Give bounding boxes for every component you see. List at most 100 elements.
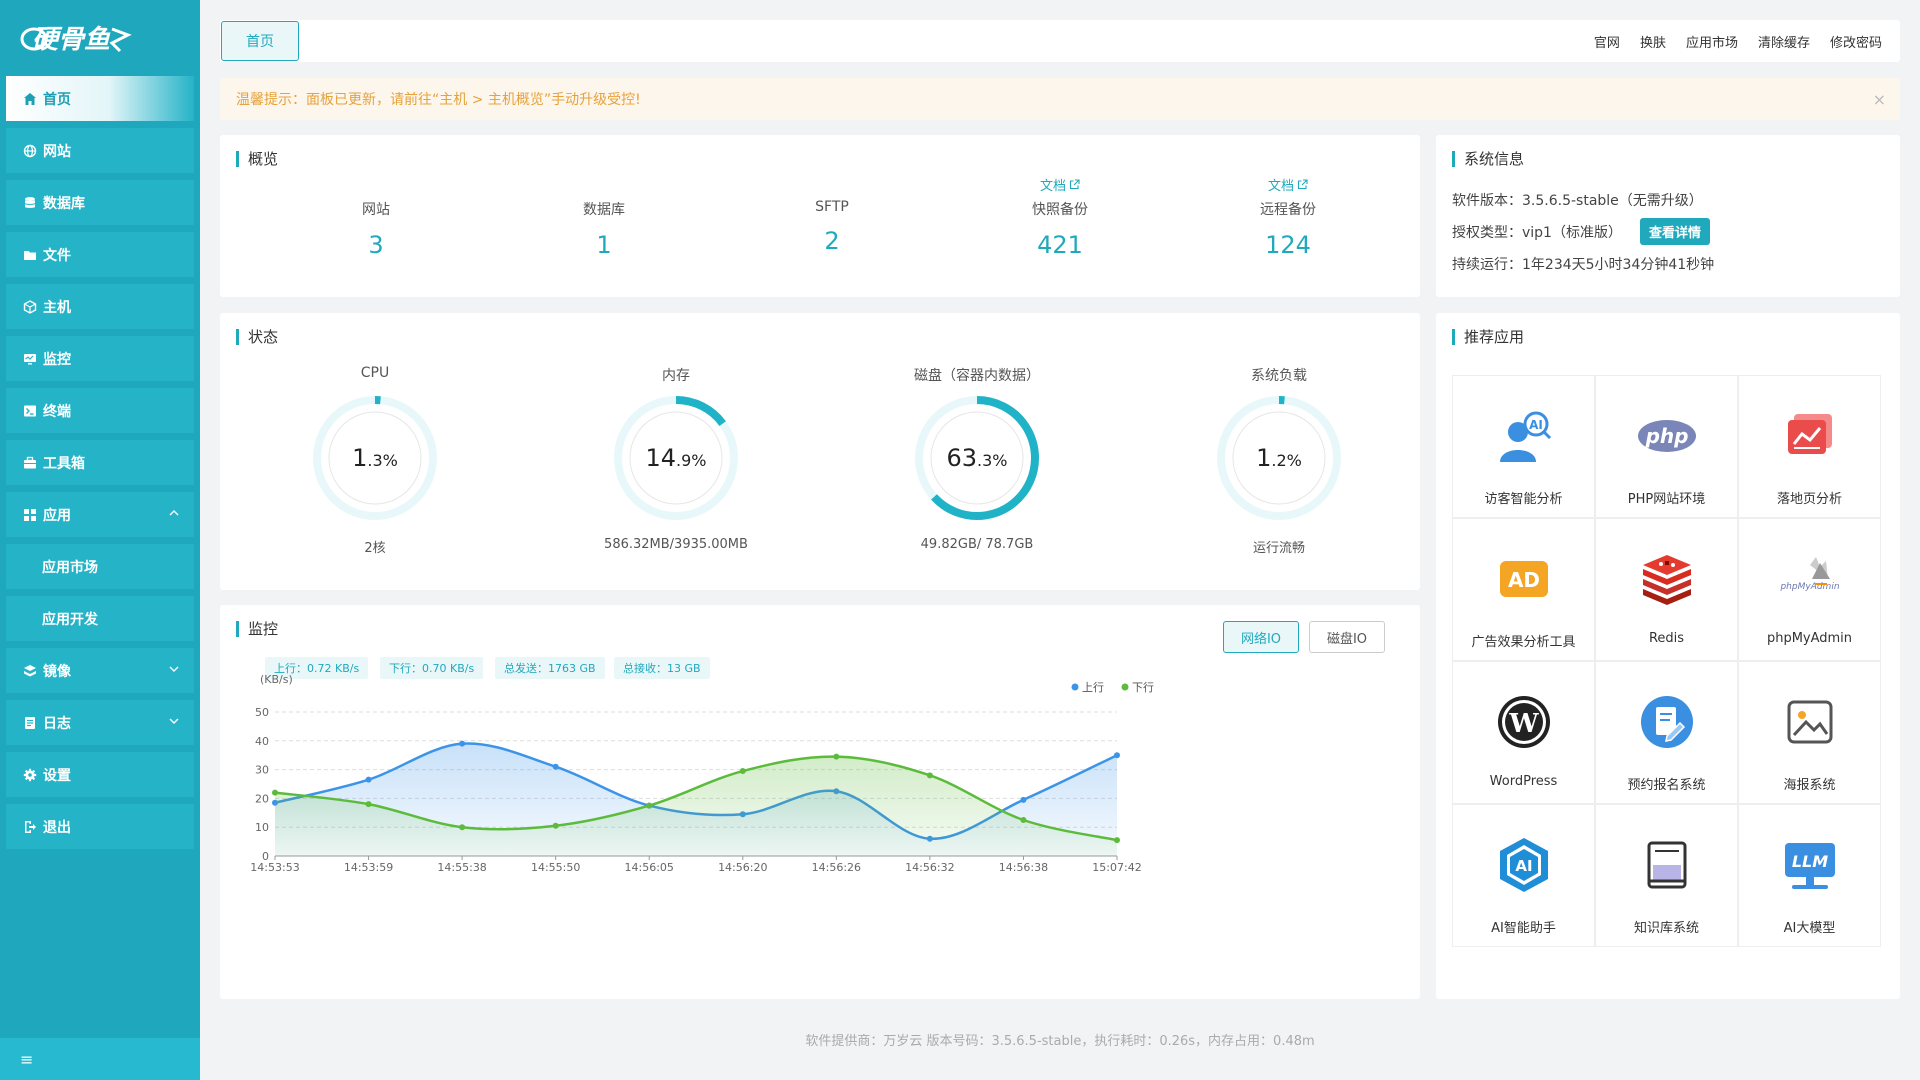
app-visitor-ai[interactable]: AI 访客智能分析 bbox=[1452, 375, 1595, 518]
app-name: 海报系统 bbox=[1783, 778, 1836, 793]
sidebar-item-terminal[interactable]: 终端 bbox=[6, 388, 194, 433]
app-ad-analysis[interactable]: AD 广告效果分析工具 bbox=[1452, 518, 1595, 661]
overview-value[interactable]: 1 bbox=[596, 231, 612, 259]
app-name: AI智能助手 bbox=[1491, 921, 1556, 936]
sidebar-item-files[interactable]: 文件 bbox=[6, 232, 194, 277]
app-llm[interactable]: LLM AI大模型 bbox=[1738, 804, 1881, 947]
data-point bbox=[739, 768, 746, 775]
app-wordpress[interactable]: W WordPress bbox=[1452, 661, 1595, 804]
svg-text:硬骨鱼: 硬骨鱼 bbox=[32, 25, 111, 55]
data-point bbox=[926, 835, 933, 842]
disk-io-button[interactable]: 磁盘IO bbox=[1309, 621, 1385, 653]
link-app-market[interactable]: 应用市场 bbox=[1685, 35, 1738, 51]
overview-value[interactable]: 2 bbox=[824, 227, 840, 255]
chevron-down-icon bbox=[168, 663, 180, 679]
brand-logo: 硬骨鱼 bbox=[0, 0, 200, 78]
chevron-up-icon bbox=[168, 507, 180, 523]
doc-link[interactable]: 文档 bbox=[970, 175, 1150, 194]
sidebar-item-settings[interactable]: 设置 bbox=[6, 752, 194, 797]
sysinfo-uptime: 持续运行：1年234天5小时34分钟41秒钟 bbox=[1452, 257, 1715, 273]
redis-icon bbox=[1637, 549, 1697, 609]
sidebar-item-apps[interactable]: 应用 bbox=[6, 492, 194, 537]
link-change-password[interactable]: 修改密码 bbox=[1829, 35, 1882, 51]
sidebar-item-label: 应用 bbox=[43, 507, 71, 524]
doc-link[interactable]: 文档 bbox=[1198, 175, 1378, 194]
x-tick-label: 14:55:38 bbox=[437, 861, 486, 874]
sidebar-item-monitor[interactable]: 监控 bbox=[6, 336, 194, 381]
sidebar-item-home[interactable]: 首页 bbox=[6, 76, 194, 121]
app-phpmyadmin[interactable]: phpMyAdmin phpMyAdmin bbox=[1738, 518, 1881, 661]
layers-icon bbox=[22, 663, 38, 679]
sidebar-item-toolbox[interactable]: 工具箱 bbox=[6, 440, 194, 485]
overview-value[interactable]: 421 bbox=[1037, 231, 1083, 259]
sidebar-item-label: 镜像 bbox=[43, 663, 71, 680]
sidebar-item-website[interactable]: 网站 bbox=[6, 128, 194, 173]
network-io-button[interactable]: 网络IO bbox=[1223, 621, 1299, 653]
gauge-value: 1.2% bbox=[1256, 444, 1302, 472]
app-ai-assistant[interactable]: AI AI智能助手 bbox=[1452, 804, 1595, 947]
data-point bbox=[739, 811, 746, 818]
gauge-subtext: 2核 bbox=[364, 541, 386, 556]
app-landing-analysis[interactable]: 落地页分析 bbox=[1738, 375, 1881, 518]
sysinfo-version: 软件版本：3.5.6.5-stable（无需升级） bbox=[1452, 193, 1703, 209]
log-icon bbox=[22, 715, 38, 731]
gauge-inner-ring bbox=[1232, 411, 1326, 505]
x-tick-label: 14:56:32 bbox=[905, 861, 954, 874]
overview-value[interactable]: 3 bbox=[368, 231, 384, 259]
app-redis[interactable]: Redis bbox=[1595, 518, 1738, 661]
svg-text:AI: AI bbox=[1529, 418, 1543, 432]
data-point bbox=[459, 824, 466, 831]
notice-text: 温馨提示：面板已更新，请前往“主机 > 主机概览”手动升级受控! bbox=[236, 92, 641, 108]
legend-label: 上行 bbox=[1082, 681, 1104, 694]
sidebar-item-logout[interactable]: 退出 bbox=[6, 804, 194, 849]
poster-icon bbox=[1780, 692, 1840, 752]
view-details-button[interactable]: 查看详情 bbox=[1639, 218, 1710, 245]
link-official-site[interactable]: 官网 bbox=[1593, 35, 1620, 51]
sidebar-item-images[interactable]: 镜像 bbox=[6, 648, 194, 693]
x-tick-label: 14:55:50 bbox=[531, 861, 580, 874]
app-name: 预约报名系统 bbox=[1627, 778, 1706, 793]
folder-icon bbox=[22, 247, 38, 263]
sidebar-item-app-dev[interactable]: 应用开发 bbox=[6, 596, 194, 641]
gauge-value: 14.9% bbox=[645, 444, 707, 472]
x-tick-label: 14:53:53 bbox=[250, 861, 299, 874]
ai-assistant-icon: AI bbox=[1494, 835, 1554, 895]
tab-home[interactable]: 首页 bbox=[221, 21, 299, 61]
sidebar-item-database[interactable]: 数据库 bbox=[6, 180, 194, 225]
app-poster[interactable]: 海报系统 bbox=[1738, 661, 1881, 804]
y-tick-label: 20 bbox=[255, 792, 269, 805]
data-point bbox=[646, 802, 653, 809]
series-line-0 bbox=[274, 742, 1118, 840]
monitor-icon bbox=[22, 351, 38, 367]
svg-text:AD: AD bbox=[1507, 568, 1539, 592]
close-icon[interactable]: × bbox=[1872, 90, 1886, 109]
terminal-icon bbox=[22, 403, 38, 419]
ad-icon: AD bbox=[1494, 549, 1554, 609]
external-link-icon bbox=[1297, 178, 1308, 189]
app-name: 落地页分析 bbox=[1776, 492, 1842, 507]
legend-marker bbox=[1121, 683, 1129, 691]
link-clear-cache[interactable]: 清除缓存 bbox=[1757, 35, 1810, 51]
sidebar-item-logs[interactable]: 日志 bbox=[6, 700, 194, 745]
gauge-subtext: 586.32MB/3935.00MB bbox=[604, 537, 748, 552]
overview-label: SFTP bbox=[815, 199, 849, 215]
sidebar-item-app-market[interactable]: 应用市场 bbox=[6, 544, 194, 589]
app-knowledge-base[interactable]: 知识库系统 bbox=[1595, 804, 1738, 947]
sidebar-collapse-button[interactable]: ≡ bbox=[0, 1038, 200, 1080]
overview-value[interactable]: 124 bbox=[1265, 231, 1311, 259]
sidebar-item-label: 设置 bbox=[43, 767, 71, 784]
link-skin[interactable]: 换肤 bbox=[1639, 35, 1666, 51]
sysinfo-title: 系统信息 bbox=[1452, 151, 1524, 167]
app-booking[interactable]: 预约报名系统 bbox=[1595, 661, 1738, 804]
app-php[interactable]: php PHP网站环境 bbox=[1595, 375, 1738, 518]
gauge-subtext: 运行流畅 bbox=[1252, 541, 1305, 556]
data-point bbox=[552, 822, 559, 829]
svg-text:php: php bbox=[1644, 424, 1688, 448]
sysinfo-card: 系统信息 软件版本：3.5.6.5-stable（无需升级） 授权类型：vip1… bbox=[1436, 135, 1900, 297]
doc-link-label: 文档 bbox=[1267, 178, 1294, 194]
series-line-1 bbox=[274, 755, 1118, 842]
wordpress-icon: W bbox=[1494, 692, 1554, 752]
apps-card: 推荐应用 AI 访客智能分析 php PHP网站环境 落地页分析 AD 广告效果… bbox=[1436, 313, 1900, 999]
sidebar-item-host[interactable]: 主机 bbox=[6, 284, 194, 329]
legend-marker bbox=[1071, 683, 1079, 691]
